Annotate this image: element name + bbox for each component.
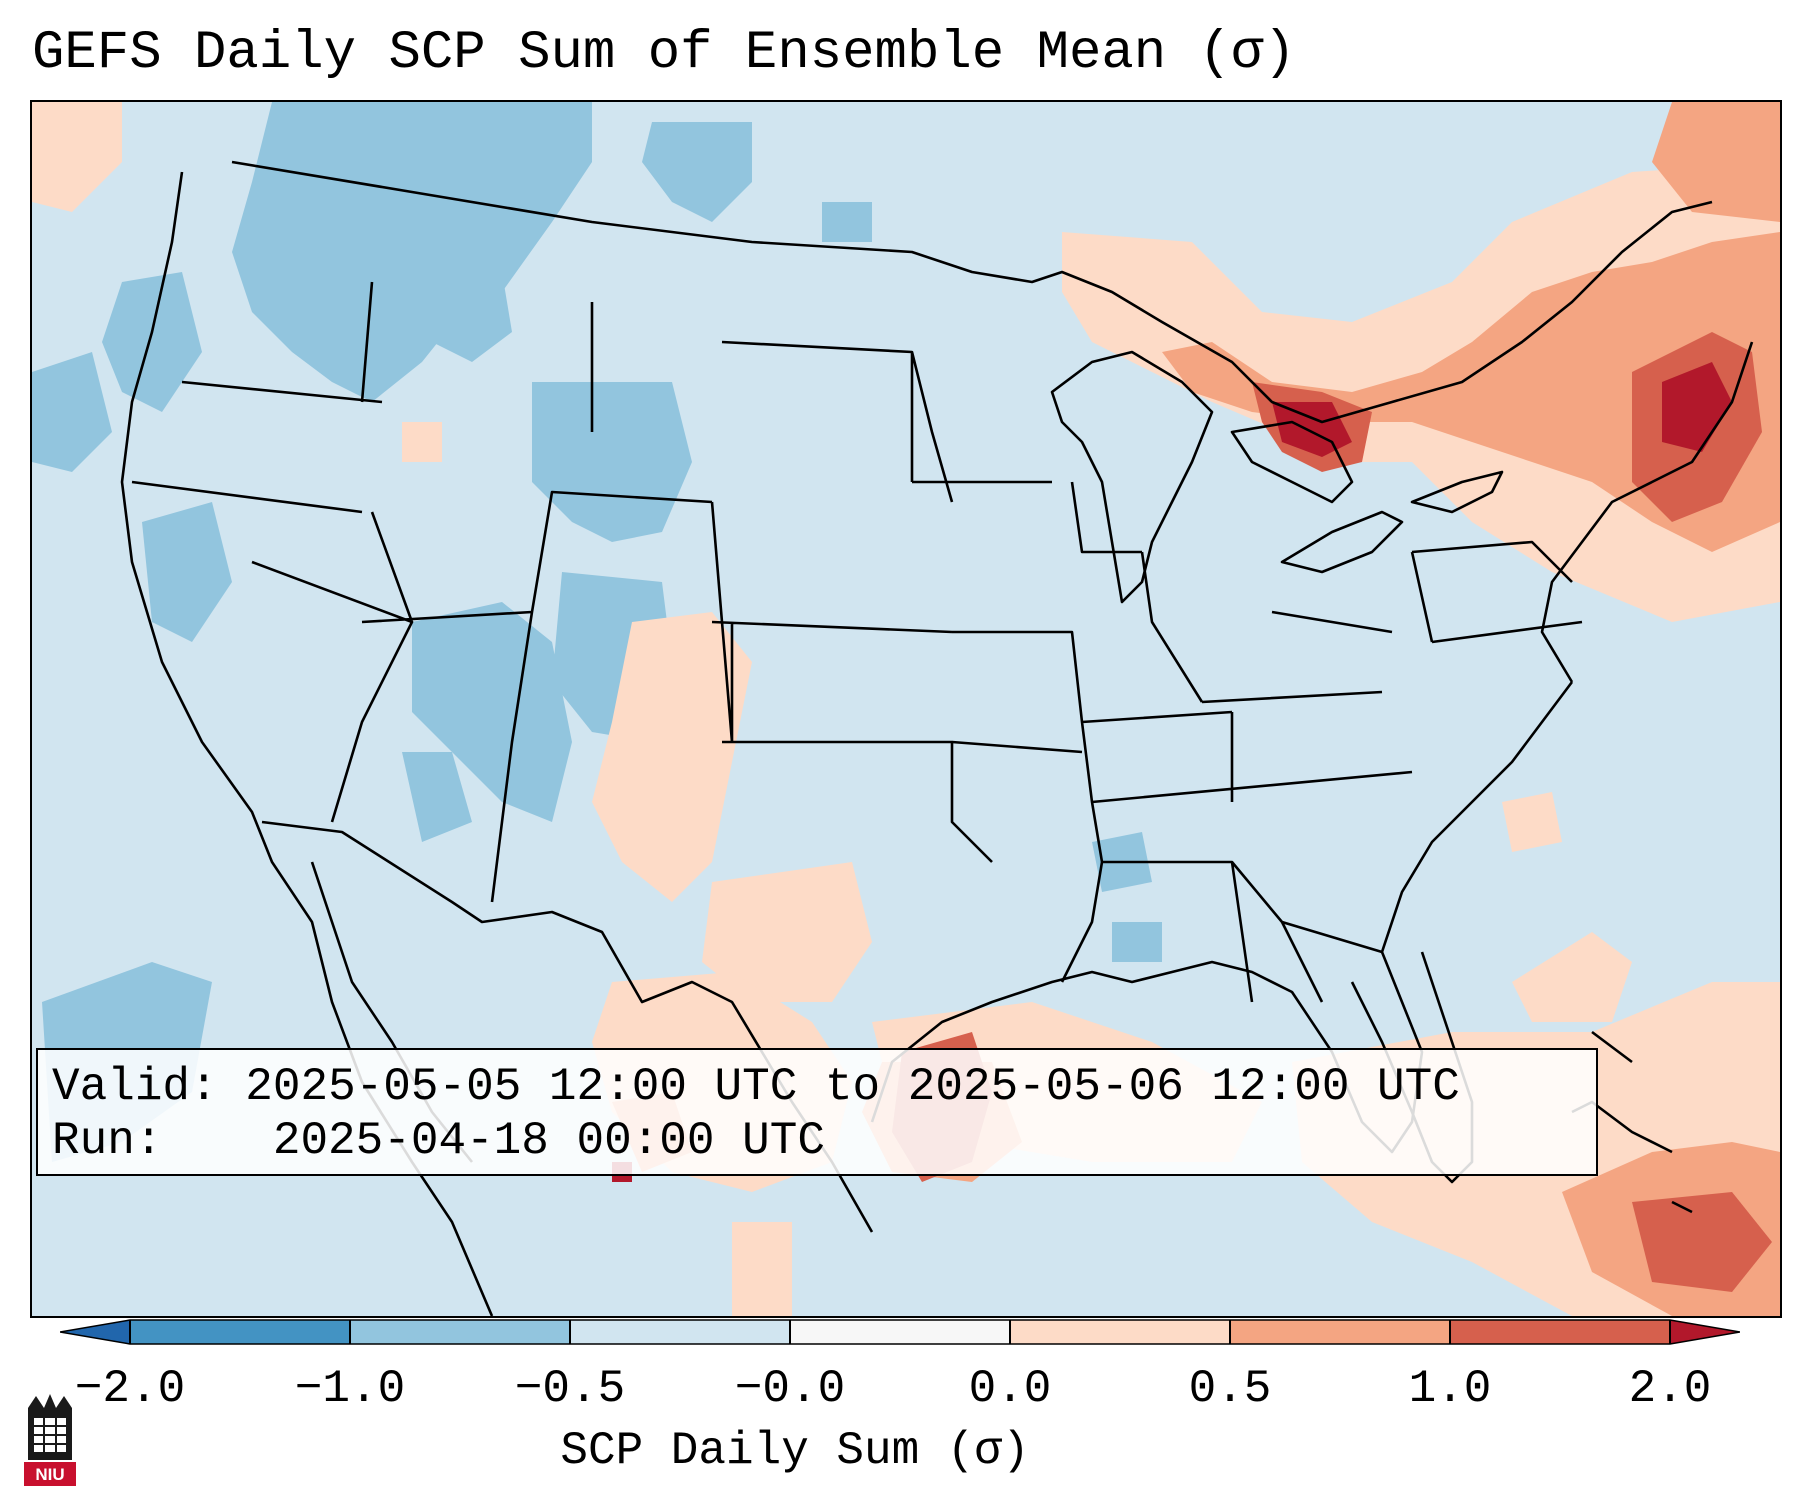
niu-logo: NIU — [24, 1394, 76, 1486]
colorbar-tick-label: −0.5 — [514, 1363, 626, 1415]
colorbar-tick-label: 1.0 — [1408, 1363, 1492, 1415]
colorbar-segment — [350, 1320, 571, 1344]
colorbar-segment — [1230, 1320, 1451, 1344]
colorbar-segment — [1450, 1320, 1671, 1344]
colorbar-ticks — [129, 1320, 1671, 1344]
colorbar-extend-low — [60, 1320, 130, 1344]
state-borders — [120, 160, 1754, 1316]
valid-run-info-box: Valid: 2025-05-05 12:00 UTC to 2025-05-0… — [36, 1048, 1598, 1176]
run-time: 2025-04-18 00:00 UTC — [272, 1115, 825, 1167]
colorbar-tick-label: 0.0 — [968, 1363, 1052, 1415]
colorbar-extend-high — [1670, 1320, 1740, 1344]
map-title: GEFS Daily SCP Sum of Ensemble Mean (σ) — [32, 23, 1296, 84]
colorbar-segment — [130, 1320, 351, 1344]
colorbar-tick-label: −0.0 — [734, 1363, 846, 1415]
colorbar-tick-label: −1.0 — [294, 1363, 406, 1415]
colorbar-tick-label: −2.0 — [74, 1363, 186, 1415]
valid-label: Valid: — [52, 1061, 218, 1113]
colorbar-segment — [790, 1320, 1011, 1344]
logo-text: NIU — [35, 1465, 64, 1484]
valid-time-range: 2025-05-05 12:00 UTC to 2025-05-06 12:00… — [245, 1061, 1460, 1113]
colorbar-label: SCP Daily Sum (σ) — [560, 1425, 1030, 1477]
colorbar-tick-label: 0.5 — [1188, 1363, 1272, 1415]
colorbar — [60, 1319, 1740, 1345]
colorbar-segment — [1010, 1320, 1231, 1344]
colorbar-segment — [570, 1320, 791, 1344]
colorbar-tick-label: 2.0 — [1628, 1363, 1712, 1415]
run-label: Run: — [52, 1115, 163, 1167]
colorbar-segments — [60, 1319, 1740, 1345]
